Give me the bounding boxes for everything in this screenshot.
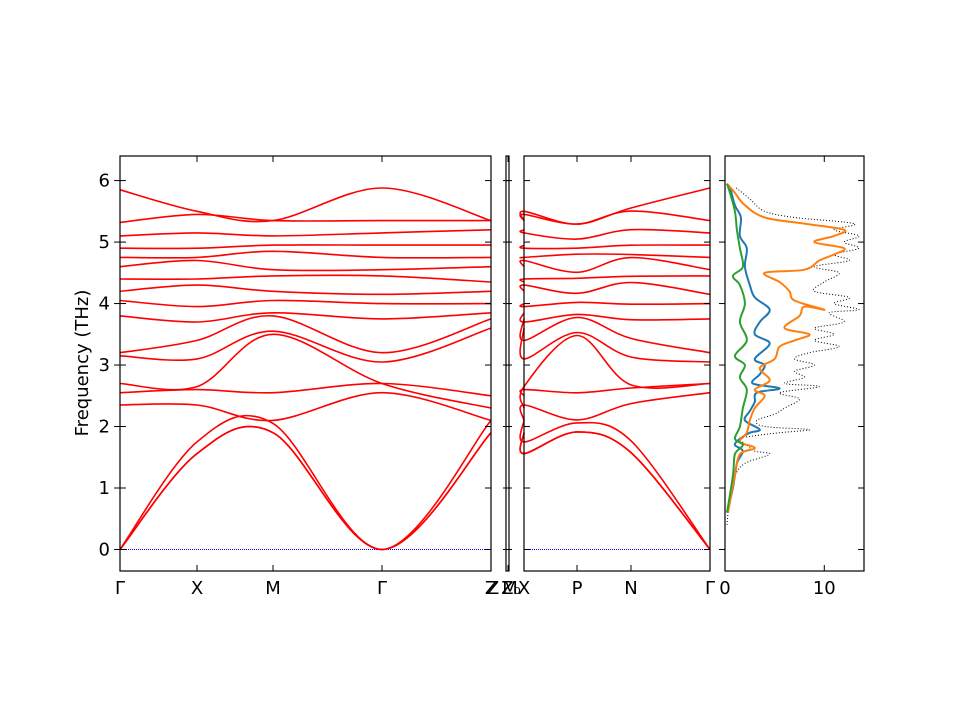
band-2 <box>119 425 492 551</box>
band-panel-3-frame <box>523 155 711 572</box>
band-10 <box>519 301 711 308</box>
band-15 <box>519 244 711 250</box>
band-12 <box>519 275 711 283</box>
band-18 <box>519 187 711 225</box>
dos-series-1 <box>726 186 860 525</box>
x-tick-label: Γ <box>377 578 387 599</box>
band-13 <box>119 259 492 272</box>
band-13 <box>519 256 711 274</box>
band-7 <box>119 327 492 363</box>
band-4 <box>119 391 492 422</box>
band-2 <box>519 431 711 551</box>
y-tick-label: 0 <box>99 539 110 560</box>
band-lines-panel-3 <box>519 187 711 551</box>
x-tick-label: Z <box>485 578 497 599</box>
band-14 <box>119 250 492 259</box>
x-tick-label: X <box>191 578 203 599</box>
x-tick-label: N <box>624 578 637 599</box>
band-15 <box>119 244 491 250</box>
y-axis-label: Frequency (THz) <box>72 290 93 437</box>
dos-series-3 <box>726 183 847 513</box>
band-8 <box>519 316 711 354</box>
dos-x-tick-label: 10 <box>813 578 836 599</box>
x-tick-label: Γ <box>705 578 715 599</box>
y-tick-label: 2 <box>99 417 110 438</box>
band-5 <box>519 382 711 397</box>
band-3 <box>119 414 492 551</box>
band-panel-1-frame <box>119 155 492 572</box>
x-tick-label: Γ <box>115 578 125 599</box>
band-18 <box>119 187 492 223</box>
dos-curves <box>726 183 860 525</box>
y-tick-label: 5 <box>99 232 110 253</box>
band-14 <box>519 253 711 259</box>
band-11 <box>519 281 711 296</box>
band-6 <box>119 333 492 409</box>
y-tick-label: 3 <box>99 355 110 376</box>
x-tick-label: Z₀ <box>501 578 521 599</box>
band-4 <box>519 391 711 421</box>
band-16 <box>519 228 711 240</box>
dos-series-4 <box>726 183 748 513</box>
band-16 <box>119 229 492 237</box>
band-7 <box>519 328 711 363</box>
x-tick-label: M <box>265 578 281 599</box>
dos-x-tick-label: 0 <box>719 578 730 599</box>
x-tick-label: M <box>502 578 518 599</box>
band-9 <box>119 311 492 323</box>
y-tick-label: 1 <box>99 478 110 499</box>
band-11 <box>119 284 492 296</box>
y-tick-label: 6 <box>99 171 110 192</box>
band-17 <box>119 213 491 224</box>
band-12 <box>119 274 492 283</box>
dos-panel-frame <box>724 155 865 572</box>
band-9 <box>519 312 711 323</box>
band-8 <box>119 315 492 354</box>
band-lines-panel-1 <box>119 187 492 551</box>
x-tick-label: P <box>572 578 583 599</box>
y-tick-label: 4 <box>99 294 110 315</box>
band-3 <box>519 420 711 550</box>
x-tick-label: Z <box>487 578 499 599</box>
x-tick-label: X <box>518 578 530 599</box>
band-6 <box>519 334 711 409</box>
band-10 <box>119 299 492 308</box>
